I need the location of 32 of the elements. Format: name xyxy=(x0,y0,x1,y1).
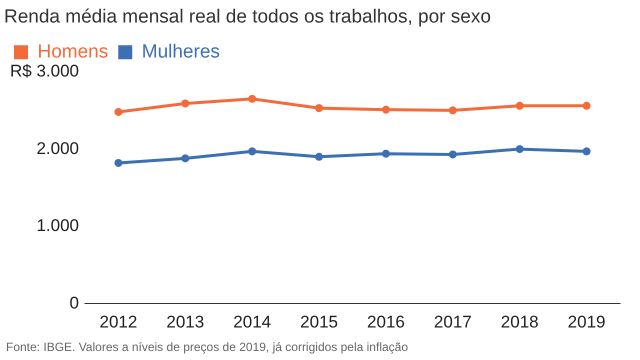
point xyxy=(382,106,390,114)
point xyxy=(516,102,524,110)
y-tick-label: 0 xyxy=(70,293,79,312)
point xyxy=(448,106,457,114)
point xyxy=(582,147,591,156)
point xyxy=(582,102,591,110)
y-tick-label: 2.000 xyxy=(36,138,79,158)
point xyxy=(114,108,122,116)
x-tick-label: 2014 xyxy=(233,312,272,332)
x-tick-label: 2013 xyxy=(166,312,204,332)
point xyxy=(114,158,122,167)
point xyxy=(315,152,324,161)
y-tick-label: 1.000 xyxy=(36,216,79,236)
x-tick-label: 2017 xyxy=(434,312,472,332)
x-tick-label: 2018 xyxy=(500,312,539,332)
y-tick-label: R$ 3.000 xyxy=(10,61,79,80)
point xyxy=(315,104,324,112)
x-tick-label: 2012 xyxy=(100,312,138,332)
point xyxy=(382,150,390,158)
x-tick-label: 2016 xyxy=(367,312,405,332)
point xyxy=(248,94,256,103)
point xyxy=(248,147,256,156)
x-tick-label: 2015 xyxy=(300,312,338,332)
point xyxy=(516,145,524,154)
point xyxy=(181,99,190,108)
legend-label: Homens xyxy=(38,42,108,63)
point xyxy=(448,150,457,158)
legend-label: Mulheres xyxy=(142,42,220,63)
chart-title: Renda média mensal real de todos os trabalhos, por sexo xyxy=(4,6,491,28)
source-note: Fonte: IBGE. Valores a níveis de preços de 2019, já corrigidos pela inflação xyxy=(6,340,408,354)
point xyxy=(181,154,190,162)
x-tick-label: 2019 xyxy=(568,312,606,332)
